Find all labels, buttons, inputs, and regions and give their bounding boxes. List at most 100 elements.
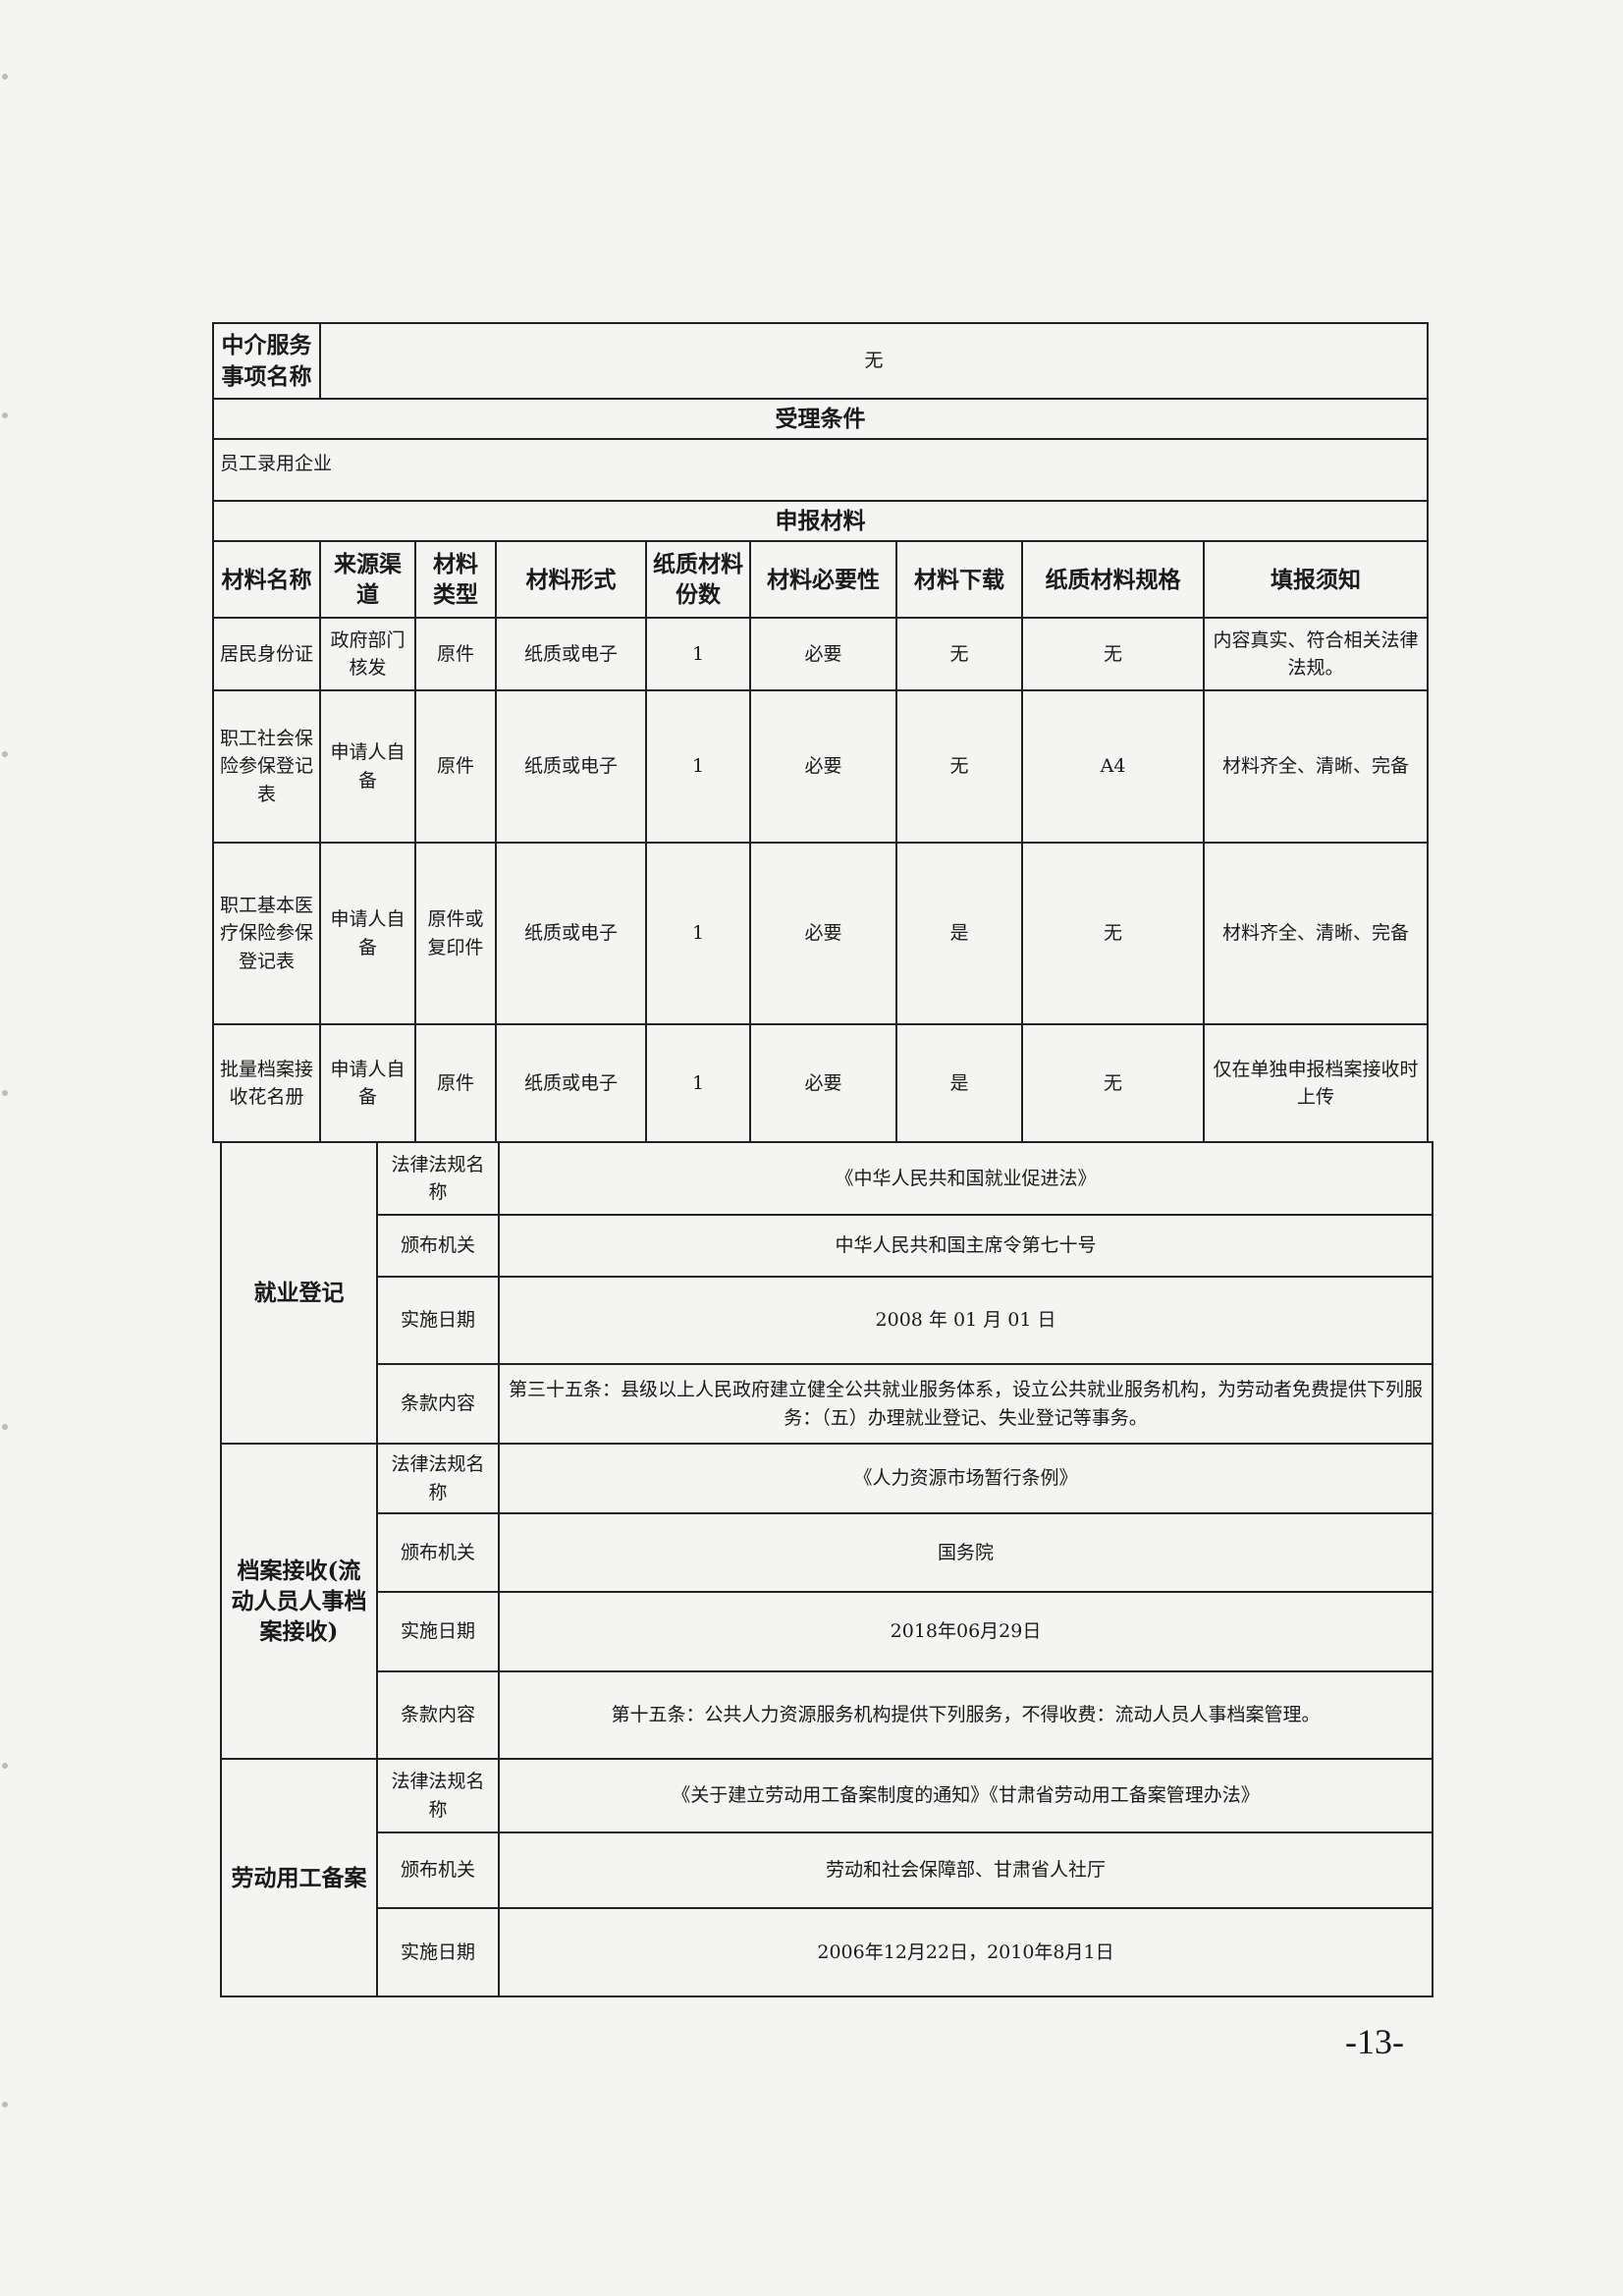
- field-value: 2018年06月29日: [498, 1591, 1434, 1673]
- field-value: 劳动和社会保障部、甘肃省人社厅: [498, 1831, 1434, 1910]
- table-cell: 必要: [749, 617, 897, 692]
- table-cell: 1: [645, 689, 751, 845]
- table-row: 职工社会保险参保登记表 申请人自备 原件 纸质或电子 1 必要 无 A4 材料齐…: [212, 689, 1430, 845]
- table-cell: 原件: [414, 1023, 497, 1144]
- column-header: 材料名称: [212, 540, 321, 620]
- table-cell: 原件: [414, 617, 497, 692]
- legal-row: 实施日期 2008 年 01 月 01 日: [221, 1276, 1434, 1366]
- field-label: 条款内容: [376, 1363, 500, 1446]
- field-label: 颁布机关: [376, 1214, 500, 1279]
- field-value: 《人力资源市场暂行条例》: [498, 1443, 1434, 1515]
- field-value: 2006年12月22日，2010年8月1日: [498, 1907, 1434, 1998]
- legal-row: 颁布机关 国务院: [221, 1512, 1434, 1594]
- field-label: 颁布机关: [376, 1831, 500, 1910]
- scan-mark: [2, 2102, 8, 2107]
- service-item-row: 中介服务事项名称 无: [212, 322, 1430, 400]
- table-cell: 职工社会保险参保登记表: [212, 689, 321, 845]
- table-cell: 无: [1021, 1023, 1205, 1144]
- table-cell: 职工基本医疗保险参保登记表: [212, 842, 321, 1026]
- table-cell: 原件: [414, 689, 497, 845]
- field-label: 法律法规名称: [376, 1141, 500, 1217]
- legal-row: 颁布机关 劳动和社会保障部、甘肃省人社厅: [221, 1831, 1434, 1910]
- legal-row: 实施日期 2006年12月22日，2010年8月1日: [221, 1907, 1434, 1998]
- legal-row: 条款内容 第十五条：公共人力资源服务机构提供下列服务，不得收费：流动人员人事档案…: [221, 1670, 1434, 1761]
- table-row: 批量档案接收花名册 申请人自备 原件 纸质或电子 1 必要 是 无 仅在单独申报…: [212, 1023, 1430, 1144]
- legal-row: 条款内容 第三十五条：县级以上人民政府建立健全公共就业服务体系，设立公共就业服务…: [221, 1363, 1434, 1446]
- column-header: 材料类型: [414, 540, 497, 620]
- field-value: 第三十五条：县级以上人民政府建立健全公共就业服务体系，设立公共就业服务机构，为劳…: [498, 1363, 1434, 1446]
- table-cell: 无: [895, 617, 1023, 692]
- field-label: 颁布机关: [376, 1512, 500, 1594]
- materials-table: 中介服务事项名称 无 受理条件 员工录用企业 申报材料 材料名称 来源渠道 材料…: [211, 322, 1430, 1144]
- field-value: 2008 年 01 月 01 日: [498, 1276, 1434, 1366]
- acceptance-value: 员工录用企业: [211, 438, 1430, 503]
- table-cell: 1: [645, 617, 751, 692]
- table-row: 居民身份证 政府部门核发 原件 纸质或电子 1 必要 无 无 内容真实、符合相关…: [212, 617, 1430, 692]
- table-cell: 纸质或电子: [495, 1023, 647, 1144]
- column-header: 材料必要性: [749, 540, 897, 620]
- table-cell: 内容真实、符合相关法律法规。: [1202, 617, 1430, 692]
- table-cell: 无: [1021, 617, 1205, 692]
- acceptance-title: 受理条件: [211, 397, 1430, 441]
- field-label: 条款内容: [376, 1670, 500, 1761]
- table-cell: 材料齐全、清晰、完备: [1202, 689, 1430, 845]
- table-cell: 必要: [749, 842, 897, 1026]
- field-value: 国务院: [498, 1512, 1434, 1594]
- legal-basis-table: 就业登记 法律法规名称 《中华人民共和国就业促进法》 颁布机关 中华人民共和国主…: [220, 1141, 1434, 1998]
- service-item-value: 无: [318, 322, 1430, 400]
- table-cell: 申请人自备: [319, 689, 416, 845]
- scan-mark: [2, 412, 8, 418]
- scan-mark: [2, 751, 8, 757]
- table-cell: 纸质或电子: [495, 842, 647, 1026]
- field-value: 《关于建立劳动用工备案制度的通知》《甘肃省劳动用工备案管理办法》: [498, 1758, 1434, 1834]
- table-cell: 批量档案接收花名册: [212, 1023, 321, 1144]
- field-label: 实施日期: [376, 1276, 500, 1366]
- legal-row: 就业登记 法律法规名称 《中华人民共和国就业促进法》: [220, 1141, 1434, 1446]
- table-cell: 是: [895, 842, 1023, 1026]
- category-label: 劳动用工备案: [220, 1758, 378, 1998]
- document-body: 中介服务事项名称 无 受理条件 员工录用企业 申报材料 材料名称 来源渠道 材料…: [211, 322, 1434, 2063]
- table-cell: 材料齐全、清晰、完备: [1202, 842, 1430, 1026]
- field-label: 法律法规名称: [376, 1758, 500, 1834]
- table-cell: 仅在单独申报档案接收时上传: [1202, 1023, 1430, 1144]
- table-row: 职工基本医疗保险参保登记表 申请人自备 原件或复印件 纸质或电子 1 必要 是 …: [212, 842, 1430, 1026]
- table-cell: 纸质或电子: [495, 617, 647, 692]
- column-header: 纸质材料份数: [645, 540, 751, 620]
- materials-title: 申报材料: [211, 500, 1430, 543]
- page-number: -13-: [1345, 2022, 1404, 2062]
- column-header: 纸质材料规格: [1021, 540, 1205, 620]
- field-value: 第十五条：公共人力资源服务机构提供下列服务，不得收费：流动人员人事档案管理。: [498, 1670, 1434, 1761]
- column-header: 填报须知: [1202, 540, 1430, 620]
- legal-row: 劳动用工备案 法律法规名称 《关于建立劳动用工备案制度的通知》《甘肃省劳动用工备…: [220, 1758, 1434, 1998]
- table-cell: 必要: [749, 1023, 897, 1144]
- table-cell: A4: [1021, 689, 1205, 845]
- table-cell: 1: [645, 1023, 751, 1144]
- table-cell: 申请人自备: [319, 842, 416, 1026]
- legal-row: 实施日期 2018年06月29日: [221, 1591, 1434, 1673]
- table-cell: 无: [895, 689, 1023, 845]
- scan-mark: [2, 1090, 8, 1096]
- column-header: 来源渠道: [319, 540, 416, 620]
- column-header: 材料下载: [895, 540, 1023, 620]
- legal-row: 档案接收(流动人员人事档案接收) 法律法规名称 《人力资源市场暂行条例》: [220, 1443, 1434, 1761]
- scan-mark: [2, 1424, 8, 1430]
- table-cell: 无: [1021, 842, 1205, 1026]
- column-header: 材料形式: [495, 540, 647, 620]
- category-label: 档案接收(流动人员人事档案接收): [220, 1443, 378, 1761]
- table-cell: 必要: [749, 689, 897, 845]
- field-label: 实施日期: [376, 1591, 500, 1673]
- table-cell: 是: [895, 1023, 1023, 1144]
- table-cell: 1: [645, 842, 751, 1026]
- table-cell: 居民身份证: [212, 617, 321, 692]
- field-label: 法律法规名称: [376, 1443, 500, 1515]
- table-cell: 原件或复印件: [414, 842, 497, 1026]
- field-label: 实施日期: [376, 1907, 500, 1998]
- scan-mark: [2, 74, 8, 80]
- legal-row: 颁布机关 中华人民共和国主席令第七十号: [221, 1214, 1434, 1279]
- category-label: 就业登记: [220, 1141, 378, 1446]
- scan-mark: [2, 1763, 8, 1769]
- table-header-row: 材料名称 来源渠道 材料类型 材料形式 纸质材料份数 材料必要性 材料下载 纸质…: [212, 540, 1430, 620]
- field-value: 《中华人民共和国就业促进法》: [498, 1141, 1434, 1217]
- service-item-label: 中介服务事项名称: [212, 322, 321, 400]
- table-cell: 政府部门核发: [319, 617, 416, 692]
